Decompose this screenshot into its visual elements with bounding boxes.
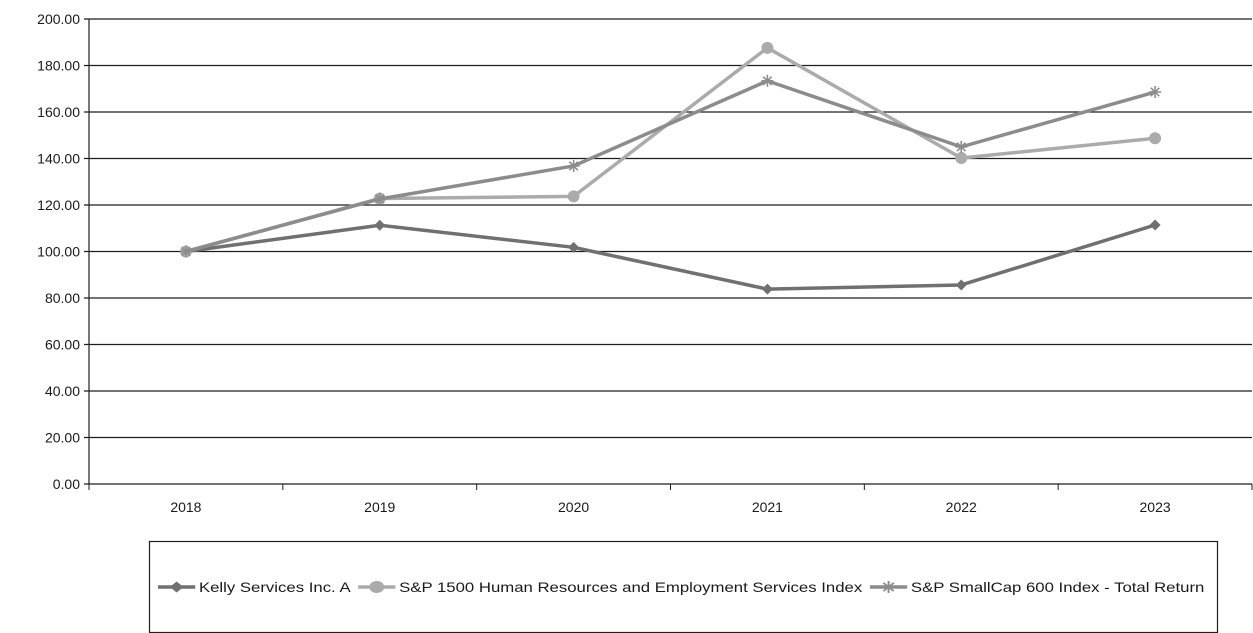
data-point [567, 159, 580, 172]
y-axis: 0.00 20.00 40.00 60.00 80.00 100.00 120.00 140.… [37, 11, 90, 492]
legend-swatch-marker [169, 581, 184, 593]
x-tick-label: 2022 [946, 499, 977, 515]
legend-item: S&P 1500 Human Resources and Employment … [358, 580, 863, 596]
series-line [185, 46, 1156, 254]
x-tick-label: 2021 [752, 499, 783, 515]
y-tick-label: 120.00 [37, 197, 80, 213]
data-point [567, 190, 580, 203]
data-point [955, 140, 968, 153]
data-point [955, 152, 968, 165]
y-tick-label: 60.00 [45, 337, 80, 353]
y-tick-label: 200.00 [37, 11, 80, 27]
data-point [955, 279, 967, 291]
series-3 [179, 74, 1162, 258]
y-tick-label: 100.00 [37, 244, 80, 260]
data-point [761, 41, 774, 54]
data-point [761, 283, 773, 295]
y-tick-label: 20.00 [45, 430, 80, 446]
x-tick-label: 2020 [558, 499, 589, 515]
x-tick-label: 2018 [170, 499, 201, 515]
y-tick-label: 180.00 [37, 58, 80, 74]
y-tick-label: 0.00 [53, 476, 80, 492]
y-tick-label: 80.00 [45, 290, 80, 306]
data-point [1149, 132, 1162, 145]
legend-item: S&P SmallCap 600 Index - Total Return [869, 580, 1204, 596]
y-tick-label: 140.00 [37, 151, 80, 167]
legend-swatch-marker [881, 581, 897, 593]
data-point [1149, 86, 1162, 99]
legend-label: Kelly Services Inc. A [199, 580, 352, 595]
data-point [1149, 219, 1161, 231]
x-tick-label: 2023 [1140, 499, 1171, 515]
y-tick-label: 40.00 [45, 383, 80, 399]
legend-item: Kelly Services Inc. A [157, 580, 352, 596]
data-point [374, 219, 386, 231]
x-axis: 2018 2019 2020 2021 2022 2023 [88, 484, 1253, 515]
data-point [373, 192, 386, 205]
legend-label: S&P SmallCap 600 Index - Total Return [911, 580, 1204, 595]
series-line [185, 223, 1156, 291]
legend-swatch-marker [369, 581, 385, 593]
y-tick-label: 160.00 [37, 104, 80, 120]
series-lines [179, 41, 1162, 295]
legend-label: S&P 1500 Human Resources and Employment … [399, 580, 863, 595]
gridlines [84, 18, 1252, 485]
data-point [761, 74, 774, 87]
data-point [568, 241, 580, 253]
series-1 [180, 219, 1161, 295]
data-point [179, 245, 192, 258]
x-tick-label: 2019 [364, 499, 395, 515]
legend-box [148, 540, 1219, 633]
series-line [185, 79, 1156, 254]
legend: Kelly Services Inc. A S&P 1500 Human Reso… [148, 540, 1219, 633]
series-2 [179, 41, 1162, 258]
